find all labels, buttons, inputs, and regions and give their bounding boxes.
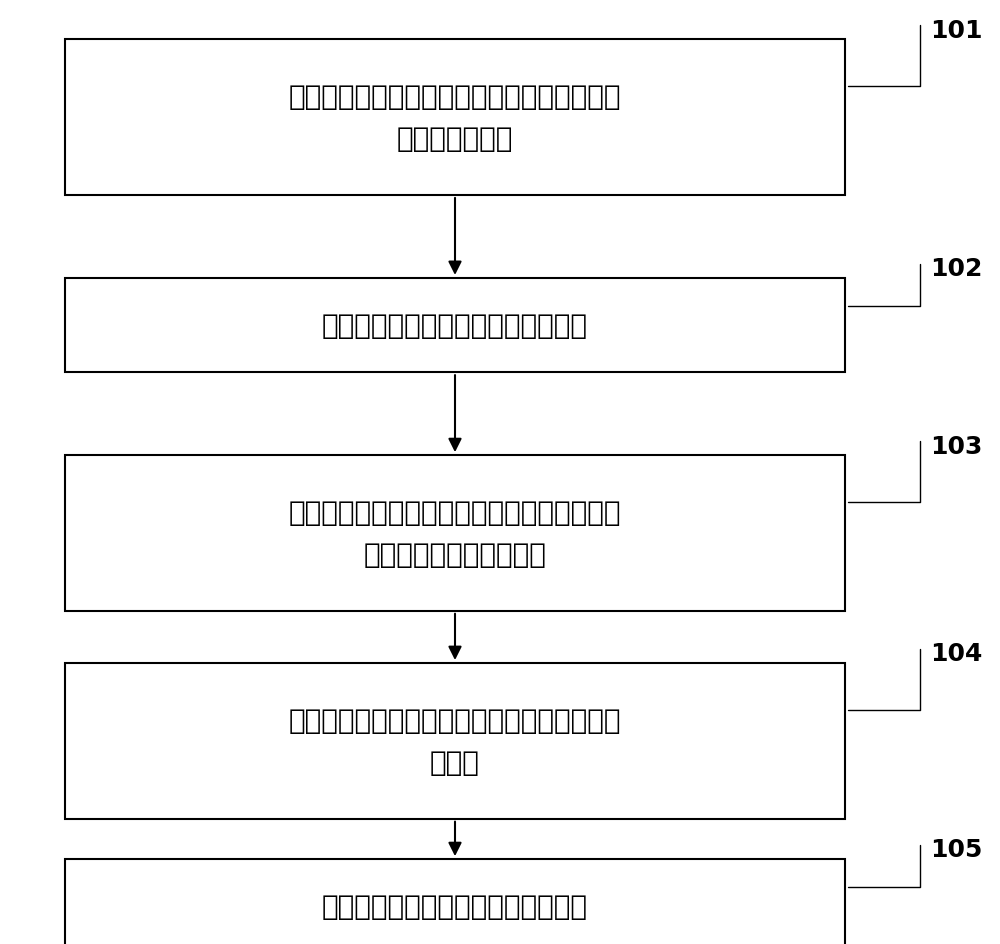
Bar [65, 664, 845, 818]
Text: 解，以得到分解后的动作: 解，以得到分解后的动作 [364, 541, 546, 568]
Bar [65, 41, 845, 196]
Text: 103: 103 [930, 434, 982, 458]
Bar [65, 859, 845, 944]
Text: 102: 102 [930, 257, 982, 281]
Text: 键要素: 键要素 [430, 749, 480, 776]
Text: 从分解后的动作中提取自动驾驶测试场景的关: 从分解后的动作中提取自动驾驶测试场景的关 [289, 706, 621, 733]
Text: 101: 101 [930, 19, 982, 42]
Text: 对驾驶行为画像中的法律法规条目进行动作分: 对驾驶行为画像中的法律法规条目进行动作分 [289, 498, 621, 526]
Text: 105: 105 [930, 837, 982, 862]
Bar [65, 278, 845, 373]
Text: 104: 104 [930, 642, 982, 666]
Bar [65, 456, 845, 612]
Text: 利用关键要素构建自动驾驶测试场景: 利用关键要素构建自动驾驶测试场景 [322, 892, 588, 920]
Text: 的驾驶行为特征: 的驾驶行为特征 [397, 126, 513, 153]
Text: 利用驾驶行为特征生成驾驶行为画像: 利用驾驶行为特征生成驾驶行为画像 [322, 312, 588, 340]
Text: 根据每条交通法律法规的特点确定与其相对应: 根据每条交通法律法规的特点确定与其相对应 [289, 83, 621, 110]
